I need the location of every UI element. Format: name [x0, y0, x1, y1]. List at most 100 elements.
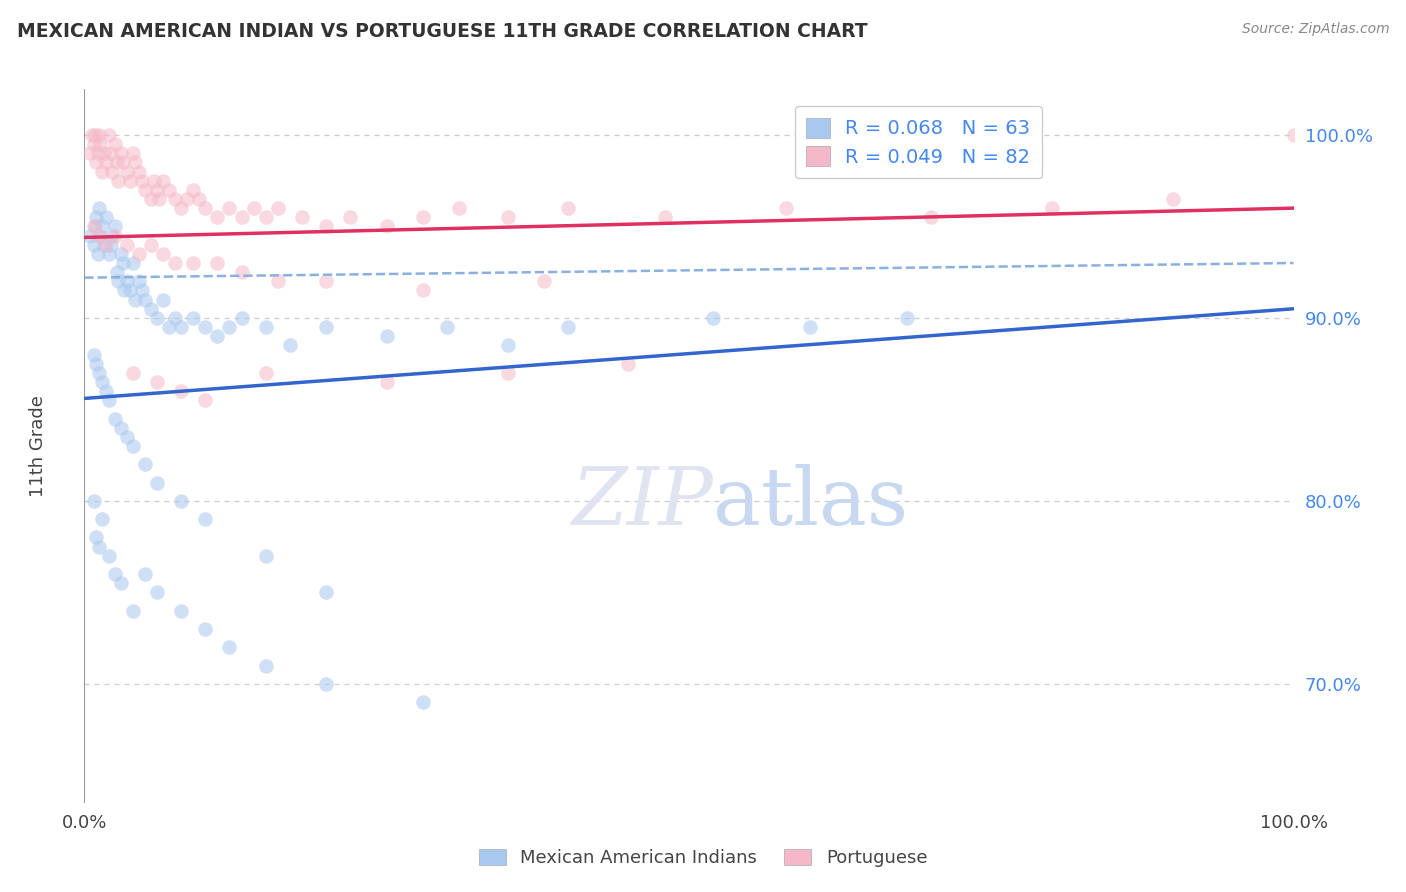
- Point: [254, 549, 277, 563]
- Point: [449, 201, 471, 215]
- Point: [100, 237, 122, 252]
- Text: 11th Grade: 11th Grade: [30, 395, 48, 497]
- Point: [112, 284, 135, 298]
- Point: [231, 310, 253, 325]
- Point: [134, 183, 156, 197]
- Point: [87, 540, 110, 554]
- Point: [170, 384, 193, 398]
- Point: [315, 274, 337, 288]
- Point: [97, 549, 120, 563]
- Point: [1282, 128, 1305, 142]
- Point: [101, 228, 124, 243]
- Point: [124, 293, 146, 307]
- Point: [83, 219, 105, 234]
- Point: [170, 320, 193, 334]
- Point: [165, 192, 187, 206]
- Point: [194, 512, 217, 526]
- Point: [84, 219, 107, 234]
- Point: [533, 274, 555, 288]
- Point: [86, 247, 108, 261]
- Point: [79, 146, 101, 161]
- Point: [496, 338, 519, 352]
- Point: [207, 329, 229, 343]
- Point: [375, 375, 398, 389]
- Point: [124, 155, 146, 169]
- Point: [1161, 192, 1184, 206]
- Point: [254, 211, 277, 225]
- Point: [654, 211, 676, 225]
- Point: [94, 155, 117, 169]
- Point: [87, 228, 110, 243]
- Point: [83, 494, 105, 508]
- Point: [181, 256, 204, 270]
- Text: ZIP: ZIP: [571, 465, 713, 541]
- Point: [131, 174, 153, 188]
- Point: [107, 274, 129, 288]
- Point: [121, 604, 143, 618]
- Point: [91, 375, 114, 389]
- Point: [101, 164, 124, 178]
- Point: [896, 310, 918, 325]
- Legend: R = 0.068   N = 63, R = 0.049   N = 82: R = 0.068 N = 63, R = 0.049 N = 82: [794, 106, 1042, 178]
- Point: [104, 137, 127, 152]
- Point: [115, 237, 138, 252]
- Point: [557, 201, 579, 215]
- Point: [86, 531, 108, 545]
- Point: [152, 174, 174, 188]
- Point: [920, 211, 942, 225]
- Point: [170, 201, 193, 215]
- Point: [157, 183, 180, 197]
- Point: [557, 320, 579, 334]
- Point: [115, 274, 138, 288]
- Point: [315, 677, 337, 691]
- Point: [146, 585, 169, 599]
- Point: [86, 155, 108, 169]
- Point: [83, 137, 105, 152]
- Point: [84, 128, 107, 142]
- Point: [83, 237, 105, 252]
- Point: [80, 128, 103, 142]
- Point: [146, 183, 169, 197]
- Point: [254, 320, 277, 334]
- Point: [110, 420, 132, 434]
- Point: [152, 247, 174, 261]
- Point: [165, 256, 187, 270]
- Point: [291, 211, 314, 225]
- Point: [97, 393, 120, 408]
- Point: [339, 211, 361, 225]
- Point: [86, 211, 108, 225]
- Point: [267, 274, 290, 288]
- Point: [148, 192, 170, 206]
- Point: [87, 366, 110, 380]
- Point: [194, 320, 217, 334]
- Point: [112, 256, 135, 270]
- Point: [104, 219, 127, 234]
- Point: [496, 211, 519, 225]
- Point: [242, 201, 264, 215]
- Point: [207, 256, 229, 270]
- Point: [218, 640, 240, 655]
- Point: [134, 293, 156, 307]
- Point: [278, 338, 301, 352]
- Point: [121, 146, 143, 161]
- Point: [134, 458, 156, 472]
- Point: [121, 439, 143, 453]
- Point: [134, 567, 156, 582]
- Point: [94, 211, 117, 225]
- Point: [375, 219, 398, 234]
- Point: [315, 219, 337, 234]
- Point: [100, 146, 122, 161]
- Point: [617, 357, 640, 371]
- Point: [194, 201, 217, 215]
- Point: [231, 265, 253, 279]
- Point: [110, 146, 132, 161]
- Point: [87, 128, 110, 142]
- Point: [315, 585, 337, 599]
- Point: [121, 366, 143, 380]
- Text: Source: ZipAtlas.com: Source: ZipAtlas.com: [1241, 22, 1389, 37]
- Point: [91, 219, 114, 234]
- Point: [1040, 201, 1063, 215]
- Point: [143, 174, 166, 188]
- Point: [165, 310, 187, 325]
- Point: [139, 301, 162, 316]
